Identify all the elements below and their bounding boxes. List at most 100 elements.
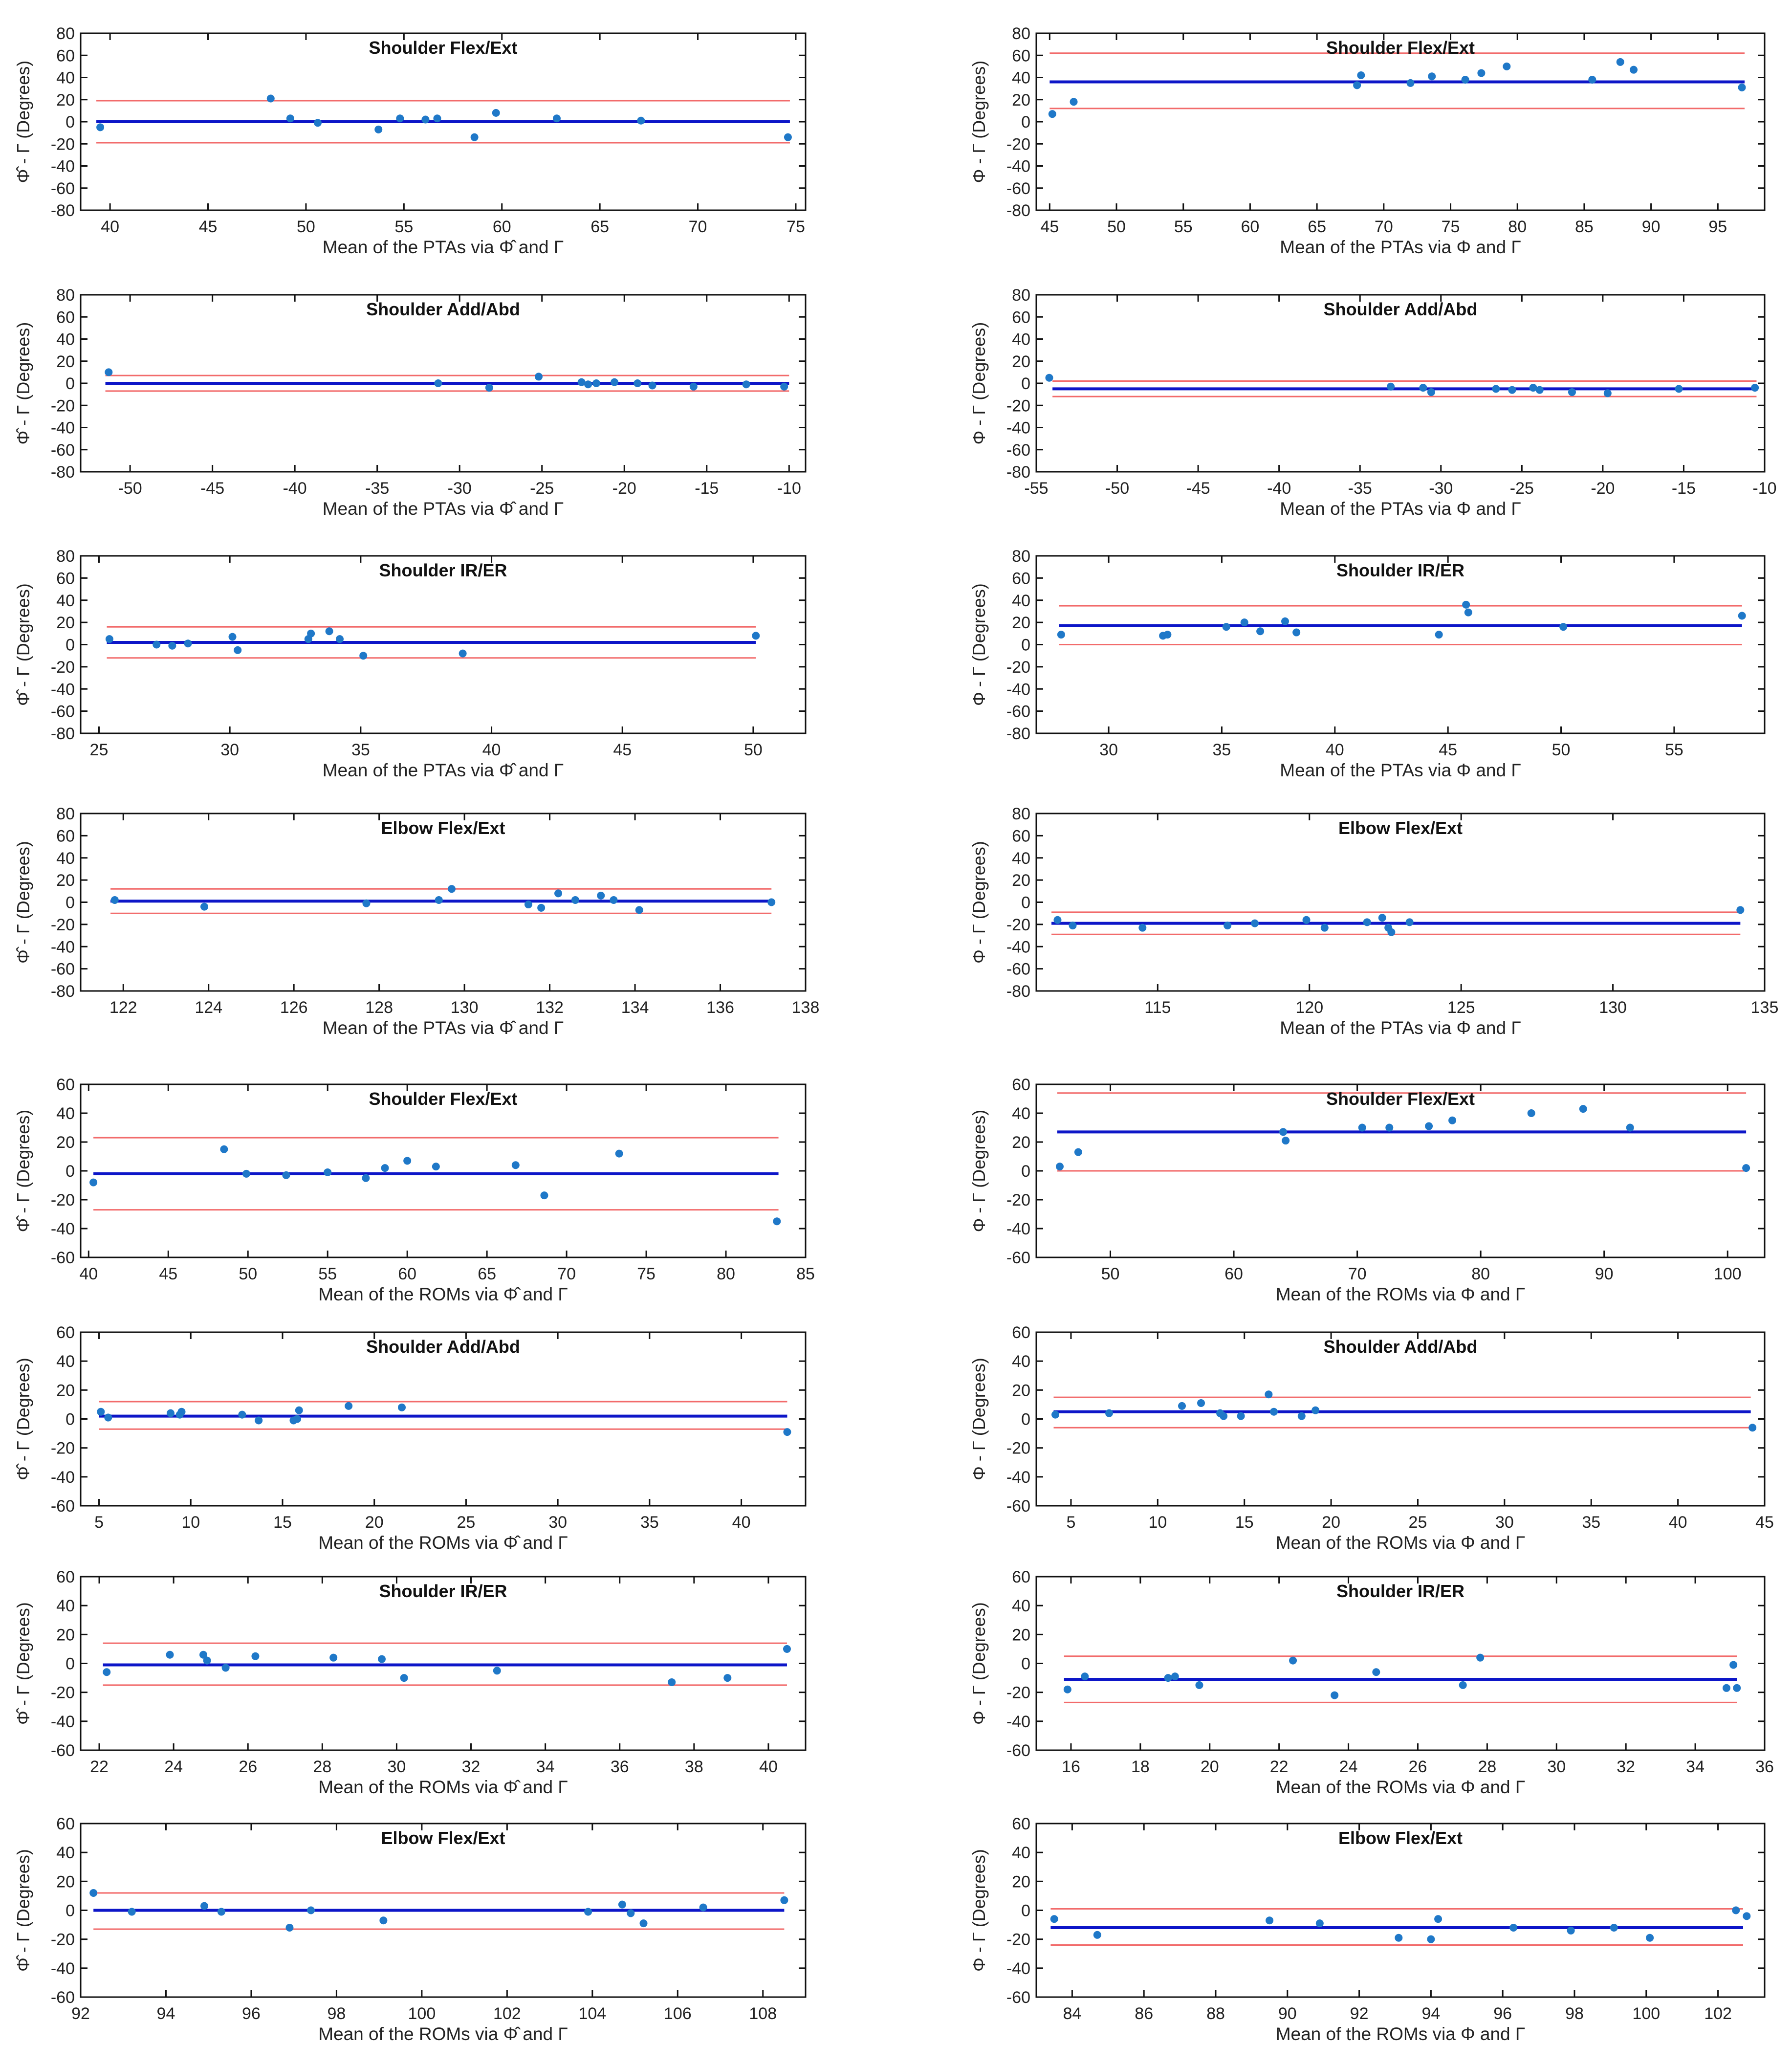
y-tick-label: 0 xyxy=(66,1655,75,1673)
x-axis-label-part: Γ xyxy=(1515,1777,1525,1797)
y-tick-label: 80 xyxy=(56,547,75,566)
x-axis-label-part xyxy=(498,1533,503,1553)
data-point xyxy=(1138,924,1147,932)
chart-title: Elbow Flex/Ext xyxy=(381,818,505,838)
x-tick-label: -55 xyxy=(1024,479,1048,498)
x-axis-label-part xyxy=(1471,499,1476,519)
data-point xyxy=(1289,1656,1297,1665)
data-point xyxy=(307,1906,315,1914)
x-tick-label: 70 xyxy=(689,218,707,236)
x-tick-label: 35 xyxy=(640,1513,659,1532)
y-tick-label: -60 xyxy=(1006,1988,1030,2007)
data-point xyxy=(723,1674,732,1682)
data-point xyxy=(610,896,618,904)
y-tick-label: 60 xyxy=(56,1568,75,1586)
x-axis-label-part xyxy=(553,1533,558,1553)
data-point xyxy=(784,133,792,141)
x-axis-label-part: Γ xyxy=(558,2024,568,2044)
data-point xyxy=(1736,906,1745,914)
y-tick-label: -40 xyxy=(51,938,75,956)
y-tick-label: 60 xyxy=(56,827,75,845)
x-axis-label-part: and xyxy=(1476,1018,1506,1038)
x-axis-label-part xyxy=(1456,1533,1461,1553)
x-axis-label-part: and xyxy=(519,237,549,257)
chart-title: Shoulder IR/ER xyxy=(1336,560,1464,580)
y-axis-label: Φ - Γ (Degrees) xyxy=(969,841,989,964)
x-axis-label-part: and xyxy=(1480,1284,1510,1304)
x-axis-label-part xyxy=(1456,2024,1461,2044)
y-tick-label: -20 xyxy=(1006,396,1030,415)
y-tick-label: -40 xyxy=(1006,938,1030,956)
y-axis-label-part xyxy=(13,1680,33,1685)
x-axis-label-part xyxy=(1506,237,1511,257)
data-point xyxy=(1434,1915,1442,1923)
x-tick-label: 100 xyxy=(408,2004,436,2023)
x-tick-label: -45 xyxy=(200,479,224,498)
data-point xyxy=(611,378,619,386)
data-point xyxy=(1074,1148,1082,1156)
x-axis-label-part: Γ xyxy=(558,1284,568,1304)
data-point xyxy=(166,1409,175,1417)
x-tick-label: 130 xyxy=(451,998,479,1017)
y-tick-label: 0 xyxy=(1021,1410,1030,1429)
data-point xyxy=(1616,58,1624,66)
y-tick-label: -80 xyxy=(51,463,75,482)
y-axis-label: Φ - Γ (Degrees) xyxy=(969,1602,989,1725)
x-tick-label: 106 xyxy=(664,2004,692,2023)
data-point xyxy=(398,1403,406,1411)
x-tick-label: 36 xyxy=(611,1758,629,1776)
y-tick-label: 60 xyxy=(1012,1815,1030,1833)
x-axis-label-part xyxy=(1471,237,1476,257)
x-axis-label-part: Γ xyxy=(1511,499,1521,519)
data-point xyxy=(1579,1105,1587,1113)
y-tick-label: 60 xyxy=(1012,827,1030,845)
data-point xyxy=(1751,384,1759,392)
y-axis-label-part: Φ - Γ xyxy=(969,144,989,183)
x-tick-label: -10 xyxy=(777,479,801,498)
y-tick-label: 20 xyxy=(56,614,75,632)
y-axis-label-part xyxy=(969,661,989,666)
x-axis-label-part xyxy=(549,760,554,780)
data-point xyxy=(1462,600,1470,609)
y-tick-label: 80 xyxy=(1012,805,1030,823)
y-axis-label-part xyxy=(969,1188,989,1193)
data-point xyxy=(597,891,605,900)
data-point xyxy=(313,119,322,127)
axes-box xyxy=(1035,1823,1766,1998)
data-point xyxy=(1722,1684,1730,1692)
x-tick-label: -20 xyxy=(612,479,636,498)
y-tick-label: 20 xyxy=(56,352,75,371)
data-point xyxy=(1240,618,1248,627)
data-point xyxy=(773,1217,781,1226)
data-point xyxy=(1395,1934,1403,1942)
x-axis-label-part xyxy=(549,1018,554,1038)
data-point xyxy=(110,896,119,904)
y-axis-label-part: (Degrees) xyxy=(969,1358,989,1436)
x-axis-label-part xyxy=(553,2024,558,2044)
x-tick-label: 90 xyxy=(1278,2004,1297,2023)
x-tick-label: 30 xyxy=(388,1758,406,1776)
data-point xyxy=(552,114,561,123)
x-tick-label: 55 xyxy=(1174,218,1193,236)
x-tick-label: 30 xyxy=(548,1513,567,1532)
x-axis-label-part: and xyxy=(519,760,549,780)
y-tick-label: -60 xyxy=(51,960,75,979)
y-tick-label: 20 xyxy=(56,871,75,890)
y-tick-label: -40 xyxy=(51,1959,75,1978)
x-axis-label-part: Mean of the ROMs via xyxy=(1276,2024,1456,2044)
y-axis-label-part xyxy=(969,1436,989,1441)
data-point xyxy=(511,1161,520,1169)
data-point xyxy=(1063,1685,1071,1693)
y-tick-label: 40 xyxy=(56,69,75,88)
data-point xyxy=(362,1174,370,1182)
x-axis-label: Mean of the PTAs via Φ̂ and Γ xyxy=(323,499,564,519)
y-axis-label-part: Φ̂ - Γ xyxy=(13,924,33,964)
x-axis-label-part: Γ xyxy=(554,237,564,257)
x-tick-label: -35 xyxy=(1348,479,1372,498)
x-tick-label: -25 xyxy=(530,479,554,498)
x-tick-label: 45 xyxy=(1439,741,1457,759)
y-tick-label: 20 xyxy=(1012,91,1030,110)
x-tick-label: 40 xyxy=(79,1265,98,1283)
x-tick-label: -45 xyxy=(1186,479,1210,498)
y-axis-label-part xyxy=(13,661,33,666)
